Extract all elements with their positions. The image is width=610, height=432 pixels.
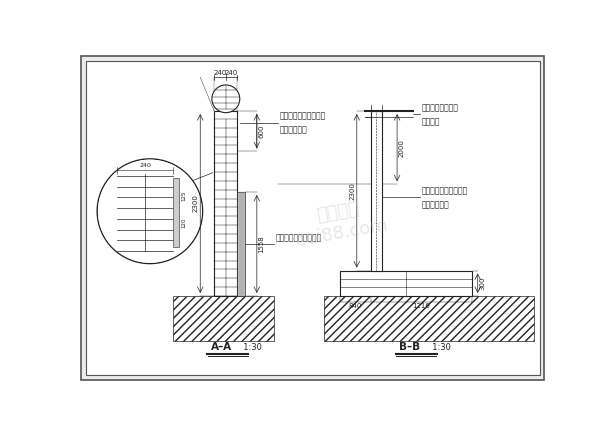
Text: 2300: 2300 <box>350 182 355 200</box>
Bar <box>214 111 237 296</box>
Text: 面刷外墙涂料: 面刷外墙涂料 <box>279 126 307 135</box>
Text: 2000: 2000 <box>399 139 404 157</box>
Text: 沙岁浮雕（专业制作）: 沙岁浮雕（专业制作） <box>276 233 321 242</box>
Text: 新牀墙体水泥沙浆粉平: 新牀墙体水泥沙浆粉平 <box>279 111 326 121</box>
Text: 1:30: 1:30 <box>426 343 450 352</box>
Circle shape <box>98 160 202 263</box>
Text: 125: 125 <box>181 191 186 201</box>
Bar <box>325 296 534 340</box>
Text: 模艺造型（镘空）: 模艺造型（镘空） <box>422 103 459 112</box>
Text: 2300: 2300 <box>193 194 199 213</box>
Bar <box>173 178 179 248</box>
Circle shape <box>97 159 203 264</box>
Text: 1558: 1558 <box>259 235 264 253</box>
Text: 120: 120 <box>181 218 186 228</box>
Text: 600: 600 <box>259 124 264 138</box>
Text: 240: 240 <box>139 163 151 168</box>
Circle shape <box>212 85 240 113</box>
Text: 840: 840 <box>348 303 362 309</box>
Text: 1:30: 1:30 <box>239 343 262 352</box>
Text: 新牀墙体水泥沙浆粉平: 新牀墙体水泥沙浆粉平 <box>422 186 468 195</box>
Text: B–B: B–B <box>399 342 420 352</box>
Text: 面刷外墙涂料: 面刷外墙涂料 <box>422 200 450 210</box>
Bar <box>237 192 245 296</box>
Bar <box>173 296 274 340</box>
Text: 土木在线
coi88.com: 土木在线 coi88.com <box>290 196 389 250</box>
Bar <box>340 270 472 296</box>
Text: 240: 240 <box>214 70 227 76</box>
Text: 300: 300 <box>479 276 485 290</box>
Text: 防锈处理: 防锈处理 <box>422 118 440 126</box>
Text: 240: 240 <box>225 70 239 76</box>
Bar <box>371 111 382 270</box>
Text: A–A: A–A <box>210 342 232 352</box>
Text: 1216: 1216 <box>412 303 430 309</box>
